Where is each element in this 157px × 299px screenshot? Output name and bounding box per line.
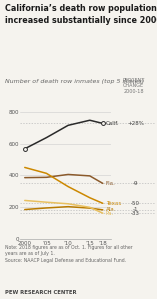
Text: Texas: Texas: [106, 201, 121, 206]
Text: Note: 2018 figures are as of Oct. 1. Figures for all other
years are as of July : Note: 2018 figures are as of Oct. 1. Fig…: [5, 245, 132, 263]
Text: -33: -33: [131, 211, 140, 216]
Text: -50: -50: [131, 201, 140, 206]
Text: Calif.: Calif.: [106, 121, 119, 126]
Text: PEW RESEARCH CENTER: PEW RESEARCH CENTER: [5, 289, 76, 295]
Text: Ala.: Ala.: [106, 208, 116, 212]
Text: Fla.: Fla.: [106, 181, 115, 186]
Text: California’s death row population has
increased substantially since 2000: California’s death row population has in…: [5, 4, 157, 25]
Text: Number of death row inmates (top 5 states): Number of death row inmates (top 5 state…: [5, 79, 144, 84]
Text: -9: -9: [133, 181, 138, 186]
Text: +28%: +28%: [127, 121, 144, 126]
Text: PERCENT
CHANGE
2000-18: PERCENT CHANGE 2000-18: [122, 77, 145, 94]
Text: -1: -1: [133, 208, 138, 212]
Text: Pa.: Pa.: [106, 211, 114, 216]
